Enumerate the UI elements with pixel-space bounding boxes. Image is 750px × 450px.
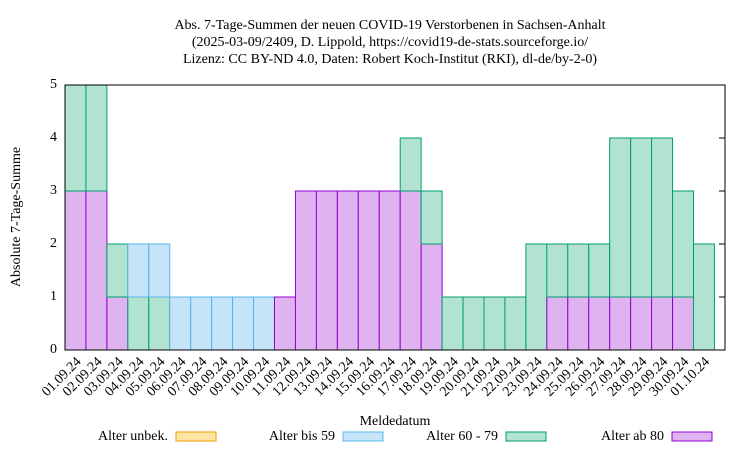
bar-segment [651, 296, 674, 351]
bar-segment [211, 296, 234, 351]
bar-segment [567, 296, 590, 351]
legend-label: Alter bis 59 [269, 429, 335, 444]
chart-title: (2025-03-09/2409, D. Lippold, https://co… [192, 35, 588, 50]
bar-segment [64, 190, 87, 351]
bar-segment [336, 190, 359, 351]
plot-frame [64, 84, 726, 351]
legend-swatch [671, 431, 713, 442]
bar-segment [588, 296, 611, 351]
bar-segment [294, 190, 317, 351]
bar-segment [106, 296, 129, 351]
legend-swatch [342, 431, 384, 442]
legend-label: Alter unbek. [98, 429, 168, 444]
bar-segment [315, 190, 338, 351]
bar-segment [232, 296, 255, 351]
bar-segment [148, 243, 171, 298]
bar-segment [672, 190, 694, 298]
bar-segment [630, 296, 653, 351]
chart-title: Abs. 7-Tage-Summen der neuen COVID-19 Ve… [174, 18, 605, 33]
bar-segment [672, 296, 694, 351]
y-tick-label: 2 [50, 236, 57, 251]
bar-segment [420, 243, 443, 351]
y-tick-label: 5 [50, 77, 57, 92]
bar-segment [567, 243, 590, 298]
x-axis-label: Meldedatum [360, 414, 431, 429]
bar-segment [462, 296, 485, 351]
bar-segment [274, 296, 296, 351]
bar-segment [399, 190, 422, 351]
bar-segment [525, 243, 548, 351]
bar-segment [85, 84, 108, 192]
chart-title: Lizenz: CC BY-ND 4.0, Daten: Robert Koch… [183, 52, 597, 67]
bar-segment [85, 190, 108, 351]
bar-segment [441, 296, 464, 351]
legend-swatch [505, 431, 547, 442]
bar-segment [588, 243, 611, 298]
bar-segment [546, 243, 569, 298]
bar-segment [693, 243, 715, 351]
y-tick-label: 0 [50, 342, 57, 357]
bar-segment [378, 190, 401, 351]
y-tick-label: 1 [50, 289, 57, 304]
bar-segment [106, 243, 129, 298]
bar-segment [253, 296, 276, 351]
bar-segment [190, 296, 213, 351]
bar-segment [630, 137, 653, 298]
bar-segment [609, 137, 632, 298]
legend-label: Alter 60 - 79 [426, 429, 498, 444]
bar-segment [169, 296, 192, 351]
bar-segment [609, 296, 632, 351]
bar-segment [357, 190, 380, 351]
y-axis-label: Absolute 7-Tage-Summe [9, 147, 24, 287]
bar-segment [127, 243, 150, 298]
bar-segment [546, 296, 569, 351]
bar-segment [399, 137, 422, 192]
bar-segment [127, 296, 150, 351]
bar-segment [483, 296, 506, 351]
y-tick-label: 4 [50, 130, 57, 145]
bar-segment [420, 190, 443, 245]
bar-segment [504, 296, 527, 351]
legend-swatch [175, 431, 217, 442]
bar-segment [64, 84, 87, 192]
bar-segment [651, 137, 674, 298]
y-tick-label: 3 [50, 183, 57, 198]
bar-segment [148, 296, 171, 351]
legend-label: Alter ab 80 [601, 429, 664, 444]
